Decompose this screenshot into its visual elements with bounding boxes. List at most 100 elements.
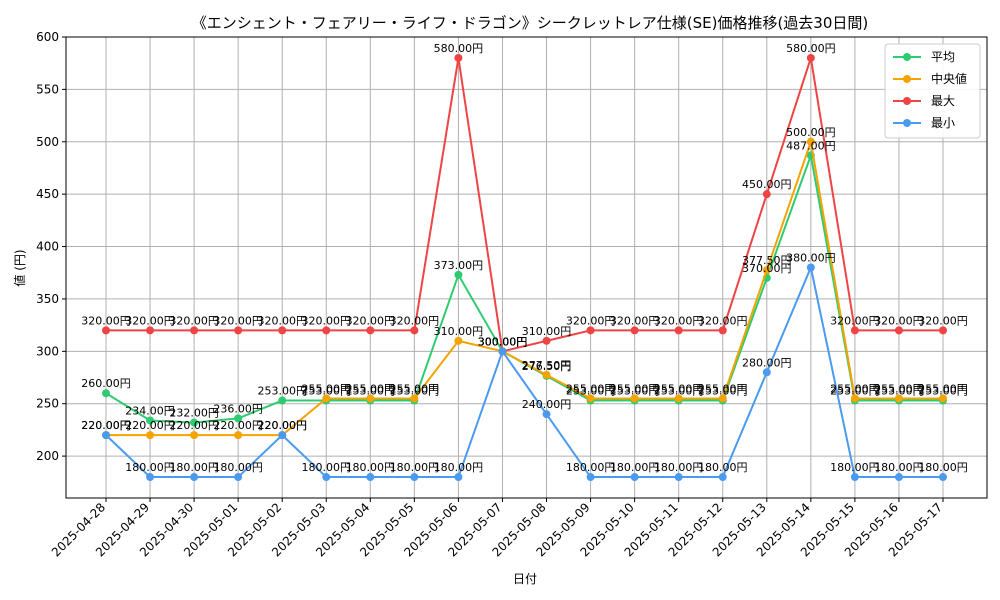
- data-label: 320.00円: [566, 314, 616, 327]
- data-label: 232.00円: [169, 407, 219, 420]
- data-point: [586, 394, 595, 403]
- data-label: 180.00円: [213, 461, 263, 474]
- data-point: [234, 473, 243, 482]
- data-point: [806, 137, 815, 146]
- data-label: 277.50円: [522, 359, 572, 372]
- data-label: 220.00円: [81, 419, 131, 432]
- data-point: [278, 326, 287, 335]
- data-point: [718, 394, 727, 403]
- legend-swatch-marker: [903, 75, 911, 83]
- data-point: [102, 326, 110, 335]
- data-point: [762, 266, 771, 275]
- y-axis-label: 値 (円): [12, 249, 27, 286]
- y-tick-label: 300: [36, 344, 59, 358]
- data-label: 255.00円: [830, 382, 880, 395]
- data-point: [806, 53, 815, 62]
- x-axis-label: 日付: [513, 572, 537, 586]
- data-point: [586, 473, 595, 482]
- data-label: 320.00円: [302, 314, 352, 327]
- data-point: [190, 473, 199, 482]
- data-point: [454, 473, 463, 482]
- data-point: [146, 431, 155, 440]
- data-point: [894, 394, 903, 403]
- data-label: 180.00円: [654, 461, 704, 474]
- legend-item: 最小: [893, 116, 955, 130]
- data-label: 253.00円: [610, 385, 660, 398]
- data-label: 253.00円: [390, 385, 440, 398]
- data-point: [366, 394, 375, 403]
- data-label: 255.00円: [346, 382, 396, 395]
- data-label: 180.00円: [434, 461, 484, 474]
- data-label: 255.00円: [610, 382, 660, 395]
- data-point: [102, 389, 110, 398]
- data-point: [278, 396, 287, 405]
- data-label: 253.00円: [346, 385, 396, 398]
- legend-item: 最大: [893, 94, 955, 108]
- legend-swatch-marker: [903, 53, 911, 61]
- data-label: 220.00円: [213, 419, 263, 432]
- series-最大: [102, 53, 947, 356]
- data-label: 320.00円: [918, 314, 968, 327]
- data-point: [850, 326, 859, 335]
- data-point: [278, 431, 287, 440]
- legend-label: 最小: [931, 116, 955, 130]
- data-point: [762, 368, 771, 377]
- data-label: 320.00円: [81, 314, 131, 327]
- data-label: 300.00円: [478, 335, 528, 348]
- legend-item: 平均: [893, 50, 955, 64]
- data-point: [674, 473, 683, 482]
- data-label: 253.00円: [918, 385, 968, 398]
- data-label: 370.00円: [742, 262, 792, 275]
- data-label: 500.00円: [786, 126, 836, 139]
- data-point: [498, 347, 507, 356]
- data-label: 180.00円: [610, 461, 660, 474]
- series-中央値: [102, 137, 947, 440]
- data-label: 255.00円: [390, 382, 440, 395]
- data-label: 180.00円: [918, 461, 968, 474]
- data-point: [454, 336, 463, 345]
- y-tick-label: 200: [36, 449, 59, 463]
- data-label: 253.00円: [830, 385, 880, 398]
- data-label: 180.00円: [302, 461, 352, 474]
- y-tick-label: 400: [36, 240, 59, 254]
- y-tick-label: 550: [36, 82, 59, 96]
- data-label: 320.00円: [610, 314, 660, 327]
- data-point: [322, 326, 331, 335]
- series-line: [106, 57, 943, 353]
- data-point: [146, 416, 155, 425]
- series-line: [105, 264, 943, 479]
- data-labels: 260.00円234.00円232.00円236.00円253.00円253.0…: [81, 42, 968, 474]
- data-label: 180.00円: [698, 461, 748, 474]
- data-point: [366, 473, 375, 482]
- series-layer: [102, 53, 947, 482]
- data-label: 373.00円: [434, 259, 484, 272]
- data-label: 320.00円: [698, 314, 748, 327]
- plot-frame: [65, 36, 988, 499]
- chart-title: 《エンシェント・フェアリー・ライフ・ドラゴン》シークレットレア仕様(SE)価格推…: [192, 14, 869, 32]
- data-point: [718, 326, 727, 335]
- data-label: 580.00円: [786, 42, 836, 55]
- data-point: [630, 326, 639, 335]
- y-tick-label: 500: [36, 135, 59, 149]
- data-label: 255.00円: [918, 382, 968, 395]
- data-label: 220.00円: [81, 419, 131, 432]
- legend-label: 中央値: [931, 71, 967, 86]
- data-label: 220.00円: [257, 419, 307, 432]
- data-label: 236.00円: [213, 402, 263, 415]
- data-point: [410, 326, 419, 335]
- data-label: 180.00円: [346, 461, 396, 474]
- data-label: 253.00円: [302, 385, 352, 398]
- data-point: [674, 326, 683, 335]
- data-label: 240.00円: [522, 398, 572, 411]
- data-label: 180.00円: [125, 461, 175, 474]
- data-label: 255.00円: [302, 382, 352, 395]
- data-label: 320.00円: [213, 314, 263, 327]
- data-label: 310.00円: [522, 325, 572, 338]
- data-label: 255.00円: [698, 382, 748, 395]
- data-point: [366, 326, 375, 335]
- data-label: 253.00円: [874, 385, 924, 398]
- data-point: [454, 53, 463, 62]
- data-point: [939, 394, 947, 403]
- legend-swatch-marker: [903, 119, 911, 127]
